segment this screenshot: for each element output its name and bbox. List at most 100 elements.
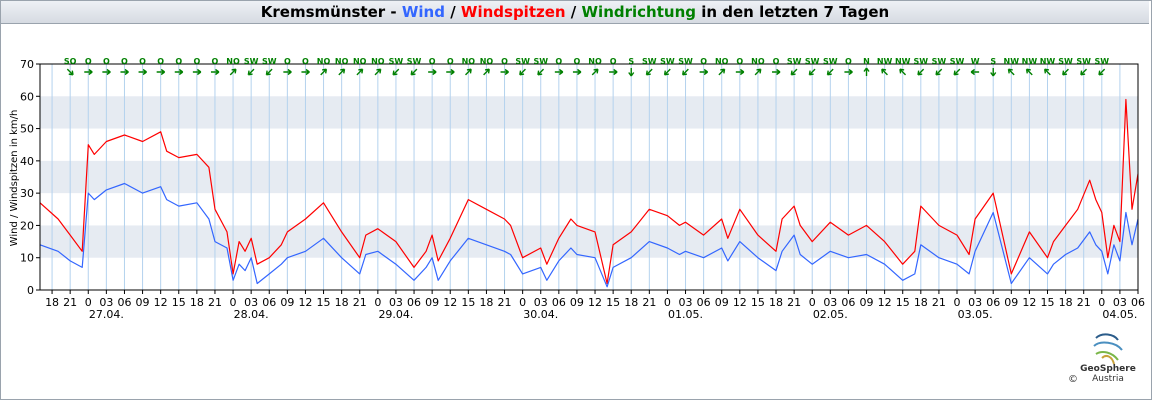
series-wind [39, 182, 1139, 288]
direction-arrow [66, 68, 74, 76]
direction-arrow [935, 68, 943, 76]
direction-arrow [790, 68, 798, 76]
direction-arrow [699, 68, 709, 76]
direction-arrow-shape [120, 68, 129, 76]
x-tick-label: 06 [841, 296, 855, 309]
x-tick-label: 06 [552, 296, 566, 309]
direction-arrow-shape [808, 68, 816, 76]
date-label: 27.04. [89, 308, 124, 321]
direction-arrow [301, 68, 310, 76]
direction-arrow [192, 68, 202, 76]
x-tick-label: 15 [751, 296, 765, 309]
axes [39, 63, 1139, 291]
direction-arrow-shape [428, 68, 437, 76]
x-tick-label: 0 [519, 296, 526, 309]
x-tick-label: 21 [353, 296, 367, 309]
direction-arrow-shape [970, 68, 980, 76]
x-tick-label: 18 [624, 296, 638, 309]
direction-arrow [1025, 68, 1033, 76]
direction-label: O [429, 57, 436, 66]
direction-arrow-shape [754, 68, 762, 76]
direction-arrow-shape [519, 68, 526, 76]
direction-label: O [175, 57, 182, 66]
logo-subtitle: Austria [1092, 374, 1124, 384]
x-tick-label: 0 [85, 296, 92, 309]
y-tick-label: 70 [20, 58, 34, 71]
y-tick-label: 10 [20, 252, 34, 265]
direction-arrow-shape [102, 68, 111, 76]
direction-arrow [465, 68, 472, 76]
x-tick-label: 15 [461, 296, 475, 309]
x-tick-label: 18 [1059, 296, 1073, 309]
x-tick-label: 21 [642, 296, 656, 309]
date-label: 04.05. [1102, 308, 1137, 321]
direction-arrow [1062, 68, 1069, 76]
direction-label: SW [950, 57, 965, 66]
x-tick-label: 12 [733, 296, 747, 309]
direction-arrow-shape [1062, 68, 1069, 76]
direction-arrow-shape [990, 68, 997, 77]
direction-label: SW [642, 57, 657, 66]
y-tick-label: 60 [20, 90, 34, 103]
direction-arrow [917, 68, 925, 76]
title-wind: Wind [401, 3, 445, 21]
direction-arrow [120, 68, 129, 76]
gust-line [39, 98, 1139, 285]
direction-label: SW [932, 57, 947, 66]
x-tick-label: 21 [932, 296, 946, 309]
direction-arrow [863, 67, 870, 76]
direction-label: NO [751, 57, 765, 66]
x-tick-label: 21 [498, 296, 512, 309]
direction-label: O [501, 57, 508, 66]
direction-label: SW [1095, 57, 1110, 66]
direction-arrow [102, 68, 111, 76]
direction-arrow [1098, 68, 1106, 76]
direction-label: O [700, 57, 707, 66]
direction-label: N [863, 57, 870, 66]
direction-arrow-shape [609, 68, 618, 76]
direction-arrow [682, 68, 689, 76]
direction-arrow-shape [356, 68, 364, 76]
y-tick-label: 30 [20, 187, 34, 200]
direction-label: S [628, 57, 634, 66]
direction-arrow-shape [338, 68, 346, 76]
direction-arrow-shape [192, 68, 202, 76]
x-tick-label: 03 [679, 296, 693, 309]
direction-label: O [302, 57, 309, 66]
x-tick-label: 15 [317, 296, 331, 309]
direction-arrow [881, 68, 888, 76]
title-direction: Windrichtung [581, 3, 696, 21]
plot-band [40, 225, 1138, 258]
direction-arrow-shape [229, 68, 237, 76]
direction-arrow [410, 68, 418, 76]
direction-arrow-shape [645, 68, 653, 76]
plot-band [40, 160, 1138, 194]
direction-arrow-shape [210, 68, 220, 76]
direction-label: NO [480, 57, 494, 66]
x-tick-label: 0 [374, 296, 381, 309]
direction-arrow [718, 68, 726, 76]
x-tick-label: 15 [1041, 296, 1055, 309]
direction-arrow-shape [663, 68, 671, 76]
direction-arrow-shape [374, 68, 382, 76]
x-tick-label: 03 [99, 296, 113, 309]
x-tick-label: 06 [407, 296, 421, 309]
direction-arrow-shape [500, 68, 509, 76]
direction-arrow [628, 68, 635, 77]
direction-label: SW [533, 57, 548, 66]
x-tick-label: 15 [172, 296, 186, 309]
direction-arrow-shape [1080, 68, 1088, 76]
copyright-mark: © [1068, 374, 1078, 385]
direction-arrow-shape [735, 68, 745, 76]
plot-bands [40, 96, 1138, 258]
direction-label: NO [317, 57, 331, 66]
x-tick-label: 12 [154, 296, 168, 309]
title-separator: - [385, 3, 402, 21]
direction-arrow-shape [283, 68, 292, 76]
direction-arrow-shape [863, 67, 870, 76]
direction-arrow-shape [628, 68, 635, 77]
date-label: 02.05. [813, 308, 848, 321]
geosphere-logo-icon [1093, 333, 1123, 365]
direction-arrow [554, 68, 564, 76]
